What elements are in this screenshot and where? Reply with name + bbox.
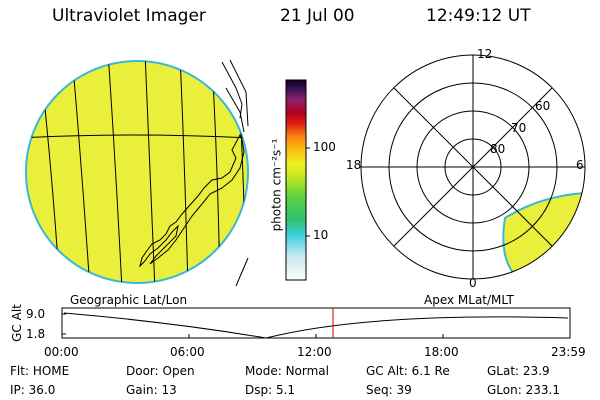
- timeline-ytick-bottom: 1.8: [26, 327, 46, 341]
- app-title: Ultraviolet Imager: [52, 6, 206, 26]
- altitude-curve: [63, 312, 569, 339]
- date-label: 21 Jul 00: [280, 6, 355, 26]
- auroral-oval-sector: [502, 191, 585, 279]
- time-label: 12:49:12 UT: [426, 6, 531, 26]
- timeline-xtick-3: 18:00: [424, 345, 459, 359]
- timeline-plot: [61, 307, 571, 339]
- mlt-label-12: 12: [477, 47, 493, 61]
- geographic-label: Geographic Lat/Lon: [70, 293, 188, 307]
- timeline-xtick-2: 12:00: [297, 345, 332, 359]
- info-gain: Gain: 13: [126, 383, 177, 397]
- colorbar-tick-10: 10: [313, 228, 329, 242]
- timeline-xtick-4: 23:59: [551, 345, 586, 359]
- lat-label-80: 80: [490, 142, 506, 156]
- geographic-disk: [25, 59, 249, 287]
- colorbar-unit-label: photon cm⁻²s⁻¹: [269, 138, 284, 232]
- info-gc-alt: GC Alt: 6.1 Re: [366, 364, 450, 378]
- lat-label-60: 60: [535, 99, 551, 113]
- color-bar: [285, 79, 310, 281]
- mlt-label-6: 6: [576, 158, 584, 172]
- info-seq: Seq: 39: [366, 383, 412, 397]
- info-glat: GLat: 23.9: [487, 364, 550, 378]
- apex-label: Apex MLat/MLT: [424, 293, 514, 307]
- info-glon: GLon: 233.1: [487, 383, 560, 397]
- info-ip: IP: 36.0: [10, 383, 56, 397]
- info-dsp: Dsp: 5.1: [245, 383, 296, 397]
- timeline-xtick-1: 06:00: [170, 345, 205, 359]
- lat-label-70: 70: [511, 121, 527, 135]
- colorbar-tick-100: 100: [313, 140, 336, 154]
- polar-plot: [360, 54, 586, 280]
- timeline-ytick-top: 9.0: [26, 307, 46, 321]
- coastline: [139, 133, 245, 268]
- mlt-label-18: 18: [346, 158, 362, 172]
- mlt-label-0: 0: [469, 276, 477, 290]
- info-flt: Flt: HOME: [10, 364, 70, 378]
- timeline-axis-label: GC Alt: [9, 304, 24, 342]
- info-mode: Mode: Normal: [245, 364, 329, 378]
- info-door: Door: Open: [126, 364, 195, 378]
- timeline-xtick-0: 00:00: [44, 345, 79, 359]
